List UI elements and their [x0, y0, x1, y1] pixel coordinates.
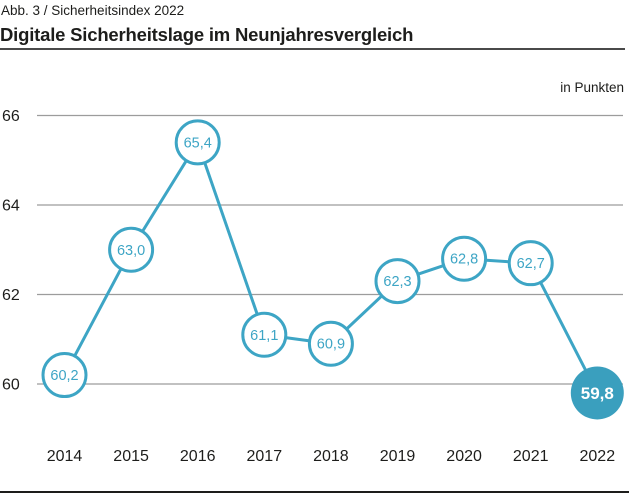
figure-title: Digitale Sicherheitslage im Neunjahresve…	[0, 24, 414, 45]
data-point-label: 59,8	[581, 384, 614, 403]
x-tick-label: 2022	[580, 448, 616, 465]
y-tick-label: 60	[2, 377, 20, 394]
x-tick-label: 2016	[180, 448, 216, 465]
data-point-label: 62,8	[450, 252, 478, 268]
x-tick-label: 2019	[380, 448, 416, 465]
unit-label: in Punkten	[560, 80, 624, 95]
x-tick-label: 2021	[513, 448, 549, 465]
data-point	[307, 320, 354, 367]
data-point	[108, 226, 155, 273]
x-tick-label: 2020	[446, 448, 482, 465]
data-point	[374, 258, 421, 305]
x-tick-label: 2018	[313, 448, 349, 465]
bottom-divider	[0, 491, 629, 493]
x-tick-label: 2017	[247, 448, 283, 465]
data-point	[441, 235, 488, 282]
title-divider	[0, 48, 625, 50]
data-point	[507, 240, 554, 287]
data-point	[41, 352, 88, 399]
data-point	[241, 311, 288, 358]
data-point	[174, 119, 221, 166]
x-tick-label: 2015	[113, 448, 149, 465]
data-point-label: 62,7	[517, 256, 545, 272]
data-point-label: 61,1	[250, 328, 278, 344]
x-tick-label: 2014	[47, 448, 83, 465]
data-point-label: 60,2	[50, 368, 78, 384]
data-point-label: 60,9	[317, 337, 345, 353]
y-tick-label: 66	[2, 108, 20, 125]
y-tick-label: 62	[2, 287, 20, 304]
data-point-label: 63,0	[117, 243, 145, 259]
data-point-highlight	[570, 366, 624, 420]
y-tick-label: 64	[2, 198, 20, 215]
figure-kicker: Abb. 3 / Sicherheitsindex 2022	[1, 3, 185, 18]
data-point-label: 65,4	[184, 135, 212, 151]
data-point-label: 62,3	[383, 274, 411, 290]
